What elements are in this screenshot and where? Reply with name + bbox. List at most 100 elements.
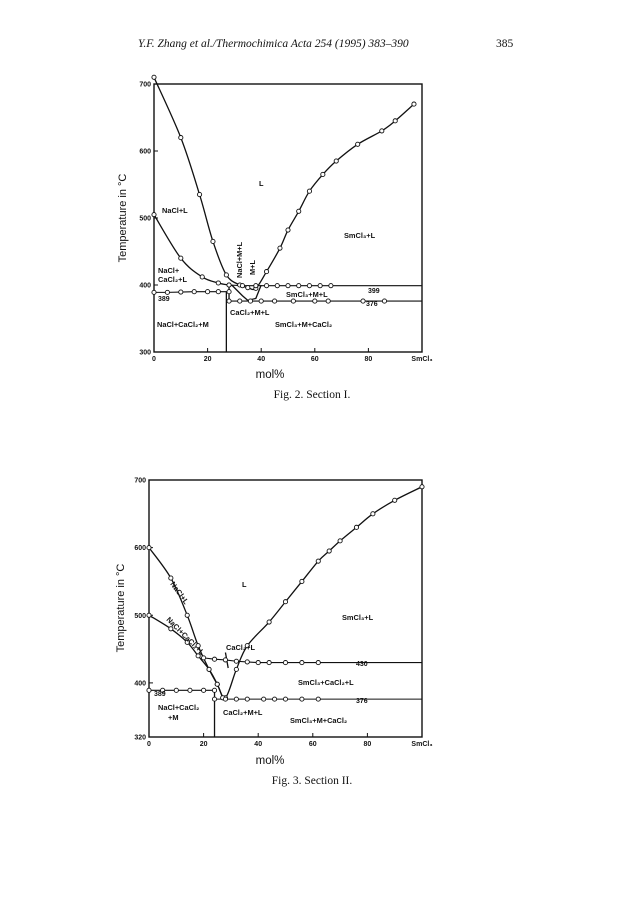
data-point <box>272 696 278 702</box>
data-point <box>266 660 272 666</box>
data-point <box>178 135 184 141</box>
data-point <box>299 696 305 702</box>
data-point <box>337 538 343 544</box>
y-axis-label: Temperature in °C <box>117 174 129 263</box>
data-point <box>296 283 302 289</box>
data-point <box>282 696 289 702</box>
data-point <box>215 280 221 286</box>
data-point <box>274 283 280 289</box>
data-point <box>290 298 296 304</box>
data-point <box>353 524 360 530</box>
region-label: NaCl+CaCl₂+L <box>165 615 207 657</box>
data-point <box>197 192 203 198</box>
y-tick-label: 600 <box>139 149 151 156</box>
region-label-line: NaCl+CaCl₂ <box>158 703 199 712</box>
liquidus-curve <box>231 284 249 301</box>
data-point <box>146 545 152 551</box>
region-label: L <box>259 179 264 188</box>
data-point <box>244 643 250 649</box>
data-point <box>178 255 184 261</box>
region-label: NaCl+CaCl₂+M <box>158 703 199 722</box>
data-point <box>379 128 385 134</box>
data-point <box>178 289 184 295</box>
data-point <box>173 687 179 693</box>
isotherm-label: 430 <box>356 661 368 668</box>
data-point <box>184 612 190 618</box>
data-point <box>151 74 157 80</box>
isotherm-label: 376 <box>366 301 378 308</box>
data-point <box>328 283 334 289</box>
region-label: SmCl₃+M+CaCl₂ <box>290 716 347 725</box>
running-head: Y.F. Zhang et al./Thermochimica Acta 254… <box>138 38 409 50</box>
data-point <box>146 687 152 693</box>
data-point <box>151 212 157 218</box>
x-tick-label: 60 <box>311 356 319 363</box>
data-point <box>233 666 239 672</box>
data-point <box>226 289 232 295</box>
data-point <box>261 696 267 702</box>
x-tick-label: 60 <box>309 741 317 748</box>
data-point <box>326 548 332 554</box>
y-tick-label: 700 <box>134 478 146 485</box>
region-label: SmCl₃+M+CaCl₂ <box>275 320 332 329</box>
y-tick-label: 320 <box>134 735 146 742</box>
data-point <box>210 238 216 244</box>
liquidus-curve <box>148 486 423 699</box>
isotherm-label: 389 <box>154 691 166 698</box>
data-point <box>315 696 321 702</box>
data-point <box>419 484 425 490</box>
data-point <box>184 639 190 645</box>
data-point <box>215 289 221 295</box>
y-tick-label: 400 <box>139 283 151 290</box>
data-point <box>247 298 254 304</box>
data-point <box>306 188 312 194</box>
data-point <box>264 283 270 289</box>
region-label-line: +M <box>168 713 178 722</box>
data-point <box>315 558 321 564</box>
data-point <box>160 687 166 693</box>
data-point <box>411 101 417 107</box>
data-point <box>312 298 318 304</box>
data-point <box>392 118 398 124</box>
data-point <box>245 285 251 291</box>
data-point <box>264 269 270 275</box>
data-point <box>222 657 228 663</box>
data-point <box>282 660 289 666</box>
data-point <box>392 497 398 503</box>
page-header: Y.F. Zhang et al./Thermochimica Acta 254… <box>0 38 624 54</box>
data-point <box>211 696 218 702</box>
data-point <box>299 578 305 584</box>
y-tick-label: 500 <box>139 216 151 223</box>
data-point <box>266 619 272 625</box>
x-tick-label: 20 <box>204 356 212 363</box>
y-axis-label: Temperature in °C <box>115 564 127 653</box>
data-point <box>244 696 250 702</box>
x-tick-label: 20 <box>200 741 208 748</box>
x-tick-label: 0 <box>152 356 156 363</box>
region-label: L <box>242 580 247 589</box>
region-label-line: CaCl₂+L <box>158 275 187 284</box>
data-point <box>325 298 331 304</box>
plot-frame <box>148 479 423 738</box>
region-label-line: NaCl+ <box>158 266 180 275</box>
data-point <box>214 681 220 687</box>
region-label: NaCl+CaCl₂+M <box>157 320 209 329</box>
data-point <box>187 687 193 693</box>
region-label: CaCl₂+M+L <box>223 708 263 717</box>
data-point <box>195 653 201 659</box>
data-point <box>306 283 312 289</box>
data-point <box>239 283 245 289</box>
data-point <box>381 298 388 304</box>
region-label: NaCl+CaCl₂+L <box>158 266 187 284</box>
region-label: M+L <box>248 260 257 275</box>
data-point <box>233 658 239 664</box>
region-label: SmCl₃+L <box>344 231 376 240</box>
data-point <box>146 612 152 618</box>
data-point <box>253 283 259 289</box>
data-point <box>222 696 228 702</box>
data-point <box>199 274 205 280</box>
x-tick-label: 40 <box>254 741 262 748</box>
liquidus-curve <box>153 77 415 291</box>
data-point <box>201 687 207 693</box>
figure-3-caption: Fig. 3. Section II. <box>271 775 353 787</box>
